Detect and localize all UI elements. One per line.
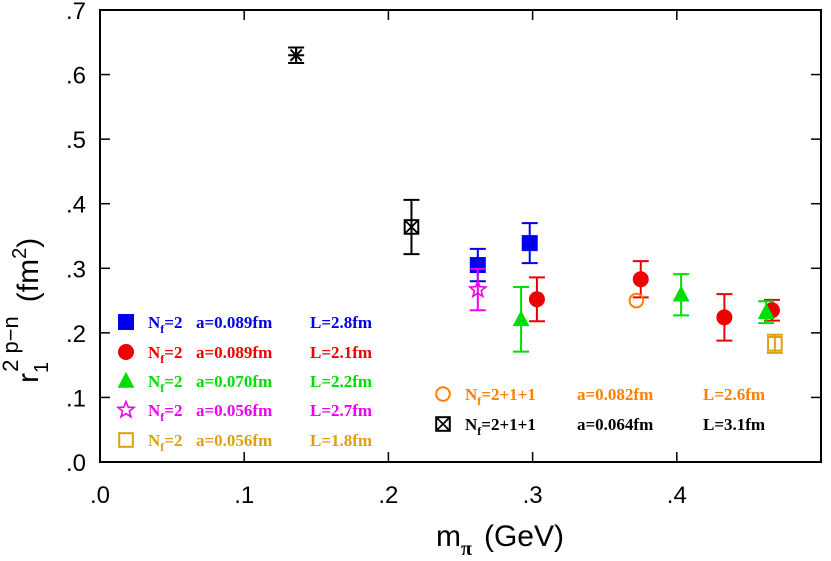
series-2-point-1	[672, 285, 690, 302]
legend-volume-0: L=2.8fm	[310, 313, 372, 332]
legend-label-0: Nf=2	[148, 313, 182, 336]
y-tick-label-2: .2	[66, 321, 86, 348]
legend-marker-1	[118, 344, 134, 360]
legend-volume-5: L=2.6fm	[703, 385, 765, 404]
series-0-point-1	[521, 235, 538, 252]
series-4-point-0	[767, 336, 783, 352]
y-tick-label-3: .3	[66, 256, 86, 283]
y-tick-label-4: .4	[66, 192, 86, 219]
x-tick-label-1: .1	[234, 482, 254, 509]
y-tick-label-6: .6	[66, 63, 86, 90]
data-marks	[288, 46, 783, 354]
x-tick-label-3: .3	[523, 482, 543, 509]
series-7-point-0-arm3	[289, 48, 303, 62]
y-tick-label-7: .7	[66, 0, 86, 25]
legend-label-3: Nf=2	[148, 401, 182, 424]
legend-label-1: Nf=2	[148, 343, 182, 366]
legend-marker-6	[435, 416, 451, 432]
legend-spacing-6: a=0.064fm	[577, 415, 653, 434]
series-5-point-0	[628, 292, 645, 309]
x-tick-label-2: .2	[378, 482, 398, 509]
legend-spacing-2: a=0.070fm	[196, 372, 272, 391]
series-1-point-2	[716, 309, 733, 326]
legend-volume-2: L=2.2fm	[310, 372, 372, 391]
legend-volume-3: L=2.7fm	[310, 401, 372, 420]
y-tick-label-1: .1	[66, 385, 86, 412]
legend-volume-4: L=1.8fm	[310, 431, 372, 450]
series-6-point-0-x2	[404, 219, 419, 235]
legend-marker-3	[115, 399, 137, 419]
y-axis-title: r12 p−n(fm2)	[0, 238, 53, 383]
series-3-point-0	[467, 278, 488, 299]
legend-marker-5	[435, 386, 451, 402]
y-tick-label-5: .5	[66, 127, 86, 154]
legend-label-2: Nf=2	[148, 372, 182, 395]
legend-marker-4	[118, 432, 134, 448]
x-tick-label-0: .0	[90, 482, 110, 509]
legend-label-5: Nf=2+1+1	[465, 385, 536, 408]
legend-spacing-4: a=0.056fm	[196, 431, 272, 450]
series-2-point-2	[757, 302, 775, 319]
series-2-point-0	[512, 310, 530, 327]
series-6-point-0	[403, 219, 420, 235]
legend-spacing-5: a=0.082fm	[577, 385, 653, 404]
legend: Nf=2 a=0.089fm L=2.8fm Nf=2 a=0.089fm L=2.1fm…	[115, 313, 765, 454]
legend-marker-0	[118, 314, 134, 330]
y-tick-label-0: .0	[66, 450, 86, 477]
legend-spacing-1: a=0.089fm	[196, 343, 272, 362]
legend-spacing-0: a=0.089fm	[196, 313, 272, 332]
series-1-point-1	[632, 271, 649, 288]
legend-volume-1: L=2.1fm	[310, 343, 372, 362]
x-tick-label-4: .4	[667, 482, 687, 509]
series-1-point-0	[528, 291, 545, 308]
legend-label-6: Nf=2+1+1	[465, 415, 536, 438]
legend-volume-6: L=3.1fm	[703, 415, 765, 434]
legend-marker-6-x2	[435, 416, 451, 432]
legend-marker-2	[117, 371, 135, 388]
x-axis-title: mπ (GeV)	[436, 520, 564, 560]
axis-ticks: .0 .1 .2 .3 .4 .0 .1 .2 .3 .4 .5 .6 .7	[66, 0, 821, 509]
legend-spacing-3: a=0.056fm	[196, 401, 272, 420]
plot-frame	[99, 9, 822, 463]
legend-label-4: Nf=2	[148, 431, 182, 454]
